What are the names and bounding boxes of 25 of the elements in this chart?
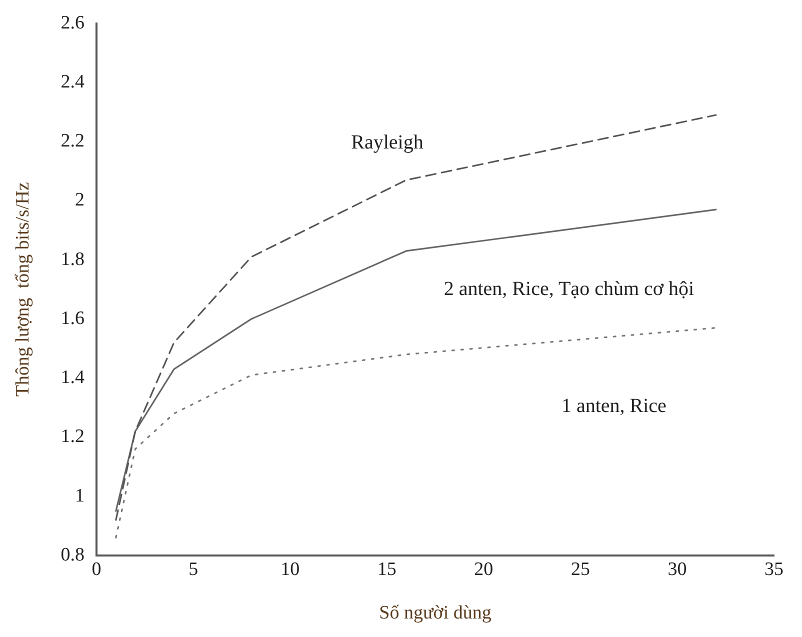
x-tick-label: 25 xyxy=(570,558,590,580)
x-axis-title: Số người dùng xyxy=(379,602,492,624)
y-tick-label: 1.8 xyxy=(60,248,85,270)
x-tick-label: 0 xyxy=(92,558,102,580)
series-label: Rayleigh xyxy=(351,131,424,154)
y-tick-label: 1.2 xyxy=(60,426,85,448)
x-tick-label: 5 xyxy=(188,558,198,580)
x-tick-label: 10 xyxy=(280,558,300,580)
y-tick-label: 0.8 xyxy=(60,544,85,566)
y-tick-label: 2 xyxy=(75,190,85,211)
text: 1 anten, Rice xyxy=(561,395,667,418)
y-axis-title: Thông lượng tổng bits/s/Hz xyxy=(12,182,34,397)
y-tick-label: 1 xyxy=(75,485,85,506)
series-label: 2 anten, Rice, Tạo chùm cơ hội xyxy=(444,278,694,300)
y-tick-label: 1.6 xyxy=(60,308,85,329)
y-tick-label: 2.2 xyxy=(60,130,85,152)
line-series xyxy=(115,327,717,538)
line-series xyxy=(115,114,717,521)
x-tick-label: 20 xyxy=(474,558,494,580)
x-tick-label: 15 xyxy=(377,558,396,580)
x-tick-label: 35 xyxy=(764,558,784,580)
y-tick-label: 1.4 xyxy=(60,367,86,388)
x-tick-label: 30 xyxy=(668,558,687,580)
y-tick-label: 2.4 xyxy=(60,71,86,92)
y-tick-label: 2.6 xyxy=(60,12,85,34)
